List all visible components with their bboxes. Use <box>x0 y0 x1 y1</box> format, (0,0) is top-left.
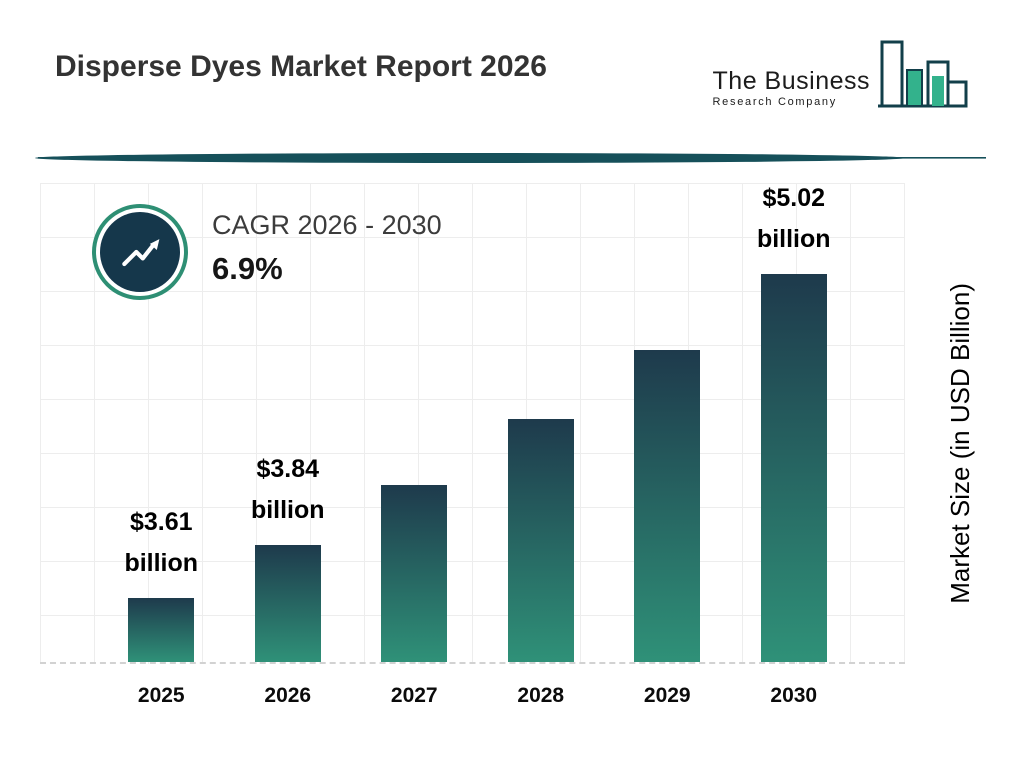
x-axis-label: 2027 <box>390 684 438 707</box>
x-axis-label: 2029 <box>643 684 691 707</box>
bar-value-label: $5.02 billion <box>756 183 831 253</box>
bar-2029 <box>634 349 701 662</box>
logo-bar-chart-icon <box>876 36 972 123</box>
x-axis-label: 2026 <box>264 684 312 707</box>
cagr-text: CAGR 2026 - 2030 6.9% <box>212 204 442 287</box>
bar-column: 2028 <box>478 183 605 707</box>
logo-line2: Research Company <box>712 96 837 109</box>
bar-2028 <box>507 418 574 662</box>
y-axis-label: Market Size (in USD Billion) <box>945 283 975 604</box>
page-title: Disperse Dyes Market Report 2026 <box>55 50 547 83</box>
logo-text: The Business Research Company <box>712 67 870 109</box>
cagr-label: CAGR 2026 - 2030 <box>212 210 442 240</box>
chart-plot-area: $3.61 billion 2025 $3.84 billion 2026 2027 2028… <box>40 183 905 708</box>
bar-value-label: $3.61 billion <box>124 507 199 577</box>
cagr-callout: CAGR 2026 - 2030 6.9% <box>92 204 442 300</box>
bar-column: 2027 <box>351 183 478 707</box>
growth-badge <box>92 204 188 300</box>
bar-2030 <box>760 274 827 662</box>
bar-column: $5.02 billion 2030 <box>731 183 858 708</box>
bar-2026 <box>254 545 321 662</box>
bar-column: $3.84 billion 2026 <box>225 183 352 707</box>
bars-container: $3.61 billion 2025 $3.84 billion 2026 2027 2028… <box>98 183 858 708</box>
divider <box>35 153 986 163</box>
bar-column: $3.61 billion 2025 <box>98 183 225 708</box>
cagr-value: 6.9% <box>212 251 283 286</box>
x-axis-label: 2025 <box>137 684 185 707</box>
bar-2025 <box>128 598 195 662</box>
logo-line1: The Business <box>712 67 870 95</box>
bar-value-label: $3.84 billion <box>250 454 325 524</box>
trend-up-icon <box>100 212 180 292</box>
x-axis-label: 2030 <box>770 684 818 707</box>
bar-column: 2029 <box>604 183 731 707</box>
x-axis-label: 2028 <box>517 684 565 707</box>
company-logo: The Business Research Company <box>713 36 972 123</box>
bar-2027 <box>381 485 448 662</box>
